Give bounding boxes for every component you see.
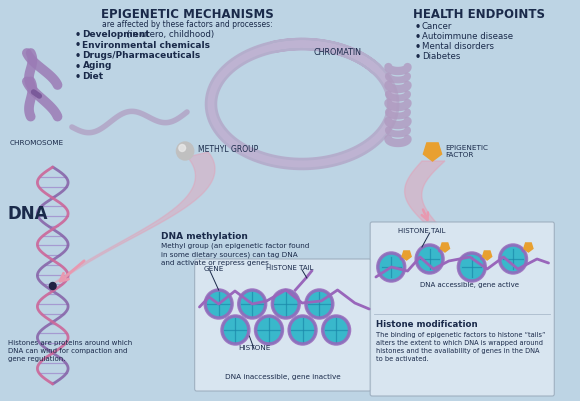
Circle shape (289, 316, 316, 344)
Text: Methyl group (an epigenetic factor found
in some dietary sources) can tag DNA
an: Methyl group (an epigenetic factor found… (161, 242, 310, 266)
Text: HISTONE TAIL: HISTONE TAIL (398, 227, 445, 233)
Polygon shape (405, 162, 445, 225)
Text: EPIGENETIC MECHANISMS: EPIGENETIC MECHANISMS (100, 8, 273, 21)
Circle shape (306, 290, 333, 318)
Circle shape (49, 283, 56, 290)
Circle shape (378, 253, 405, 281)
Text: •: • (414, 42, 420, 52)
Text: •: • (414, 52, 420, 62)
Text: Mental disorders: Mental disorders (422, 42, 494, 51)
Circle shape (222, 316, 249, 344)
Text: METHYL GROUP: METHYL GROUP (198, 145, 258, 154)
Circle shape (273, 290, 299, 318)
Text: GENE: GENE (204, 265, 224, 271)
Text: HISTONE: HISTONE (238, 344, 270, 350)
Circle shape (176, 143, 194, 160)
Text: Environmental chemicals: Environmental chemicals (82, 41, 211, 49)
Text: The binding of epigenetic factors to histone “tails”
alters the extent to which : The binding of epigenetic factors to his… (376, 331, 545, 361)
Text: Development: Development (82, 30, 150, 39)
Circle shape (458, 253, 485, 281)
Circle shape (205, 290, 232, 318)
Text: Diet: Diet (82, 72, 104, 81)
Circle shape (239, 290, 266, 318)
Text: •: • (414, 22, 420, 32)
Text: DNA inaccessible, gene inactive: DNA inaccessible, gene inactive (225, 373, 341, 379)
Text: Histone modification: Histone modification (376, 319, 477, 328)
Text: •: • (75, 72, 81, 82)
Polygon shape (402, 251, 411, 260)
Text: DNA: DNA (8, 205, 48, 223)
Text: HEALTH ENDPOINTS: HEALTH ENDPOINTS (414, 8, 545, 21)
Text: are affected by these factors and processes:: are affected by these factors and proces… (102, 20, 273, 29)
Polygon shape (483, 251, 492, 260)
Circle shape (179, 145, 186, 152)
FancyBboxPatch shape (195, 259, 371, 391)
Text: CHROMOSOME: CHROMOSOME (9, 140, 63, 146)
Text: DNA methylation: DNA methylation (161, 231, 248, 241)
Text: •: • (75, 51, 81, 61)
Text: •: • (75, 30, 81, 40)
Circle shape (322, 316, 350, 344)
Text: Histones are proteins around which
DNA can wind for compaction and
gene regulati: Histones are proteins around which DNA c… (8, 339, 132, 362)
Text: Cancer: Cancer (422, 22, 452, 31)
Text: Diabetes: Diabetes (422, 52, 461, 61)
FancyBboxPatch shape (370, 223, 554, 396)
Text: DNA accessible, gene active: DNA accessible, gene active (420, 281, 520, 287)
Text: •: • (75, 41, 81, 51)
Polygon shape (524, 243, 533, 252)
Text: (in utero, childhood): (in utero, childhood) (124, 30, 214, 39)
Polygon shape (53, 153, 215, 284)
Text: Autoimmune disease: Autoimmune disease (422, 32, 513, 41)
Circle shape (499, 245, 527, 273)
Text: HISTONE TAIL: HISTONE TAIL (266, 264, 313, 270)
Text: Aging: Aging (82, 61, 112, 70)
Text: CHROMATIN: CHROMATIN (314, 48, 361, 57)
Text: EPIGENETIC
FACTOR: EPIGENETIC FACTOR (445, 145, 488, 158)
Polygon shape (440, 243, 450, 252)
Circle shape (256, 316, 282, 344)
Circle shape (416, 245, 443, 273)
Text: •: • (414, 32, 420, 42)
Text: Drugs/Pharmaceuticals: Drugs/Pharmaceuticals (82, 51, 201, 60)
Polygon shape (423, 144, 441, 162)
Text: •: • (75, 61, 81, 71)
